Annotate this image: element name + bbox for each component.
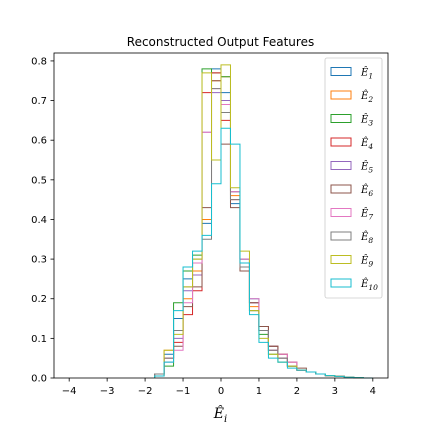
- y-tick-label: 0.3: [31, 255, 47, 266]
- x-tick-label: −3: [100, 386, 115, 397]
- legend-label: Ê4: [360, 137, 373, 151]
- legend: Ê1 Ê2 Ê3 Ê4 Ê5 Ê6 Ê7 Ê8 Ê9 Ê10: [324, 57, 383, 299]
- y-tick-label: 0.6: [31, 136, 47, 147]
- legend-swatch: [330, 231, 352, 241]
- x-tick-label: 4: [370, 386, 376, 397]
- legend-swatch: [330, 255, 352, 264]
- legend-swatch: [330, 137, 352, 147]
- legend-label: Ê7: [360, 208, 373, 222]
- legend-label: Ê5: [360, 161, 373, 175]
- y-tick-label: 0.1: [31, 334, 47, 345]
- x-tick-label: −1: [176, 386, 191, 397]
- legend-swatch: [330, 278, 352, 288]
- legend-label: Ê8: [360, 231, 373, 245]
- chart-title: Reconstructed Output Features: [127, 35, 314, 49]
- y-tick-label: 0.0: [31, 374, 47, 385]
- x-tick-label: −4: [62, 386, 77, 397]
- x-tick-label: 1: [256, 386, 262, 397]
- legend-swatch: [330, 208, 352, 217]
- x-tick-label: −2: [138, 386, 153, 397]
- legend-box: [324, 57, 383, 299]
- legend-label: Ê1: [360, 67, 373, 81]
- legend-label: Ê3: [360, 114, 373, 128]
- legend-label: Ê10: [360, 278, 378, 292]
- legend-swatch: [330, 90, 352, 100]
- axes-layer: −4 −3 −2 −1 0 1 2 3 4 0.0 0.1 0.2 0.3 0.4 0.5 0.6 0.7 0.8: [31, 52, 389, 397]
- series-10-step: [154, 127, 373, 379]
- y-tick-label: 0.8: [31, 56, 47, 67]
- x-axis-label: Êi: [213, 404, 227, 425]
- legend-label: Ê2: [360, 90, 373, 104]
- legend-label: Ê6: [360, 184, 373, 198]
- y-tick-label: 0.4: [31, 215, 47, 226]
- y-tick-label: 0.5: [31, 175, 47, 186]
- x-tick-label: 2: [294, 386, 300, 397]
- y-tick-label: 0.7: [31, 96, 47, 107]
- x-tick-label: 3: [332, 386, 338, 397]
- y-tick-label: 0.2: [31, 294, 47, 305]
- legend-swatch: [330, 114, 352, 123]
- x-tick-label: 0: [218, 386, 224, 397]
- legend-swatch: [330, 67, 352, 76]
- legend-swatch: [330, 184, 352, 194]
- legend-label: Ê9: [360, 255, 373, 269]
- series-layer: [154, 64, 373, 379]
- legend-swatch: [330, 161, 352, 170]
